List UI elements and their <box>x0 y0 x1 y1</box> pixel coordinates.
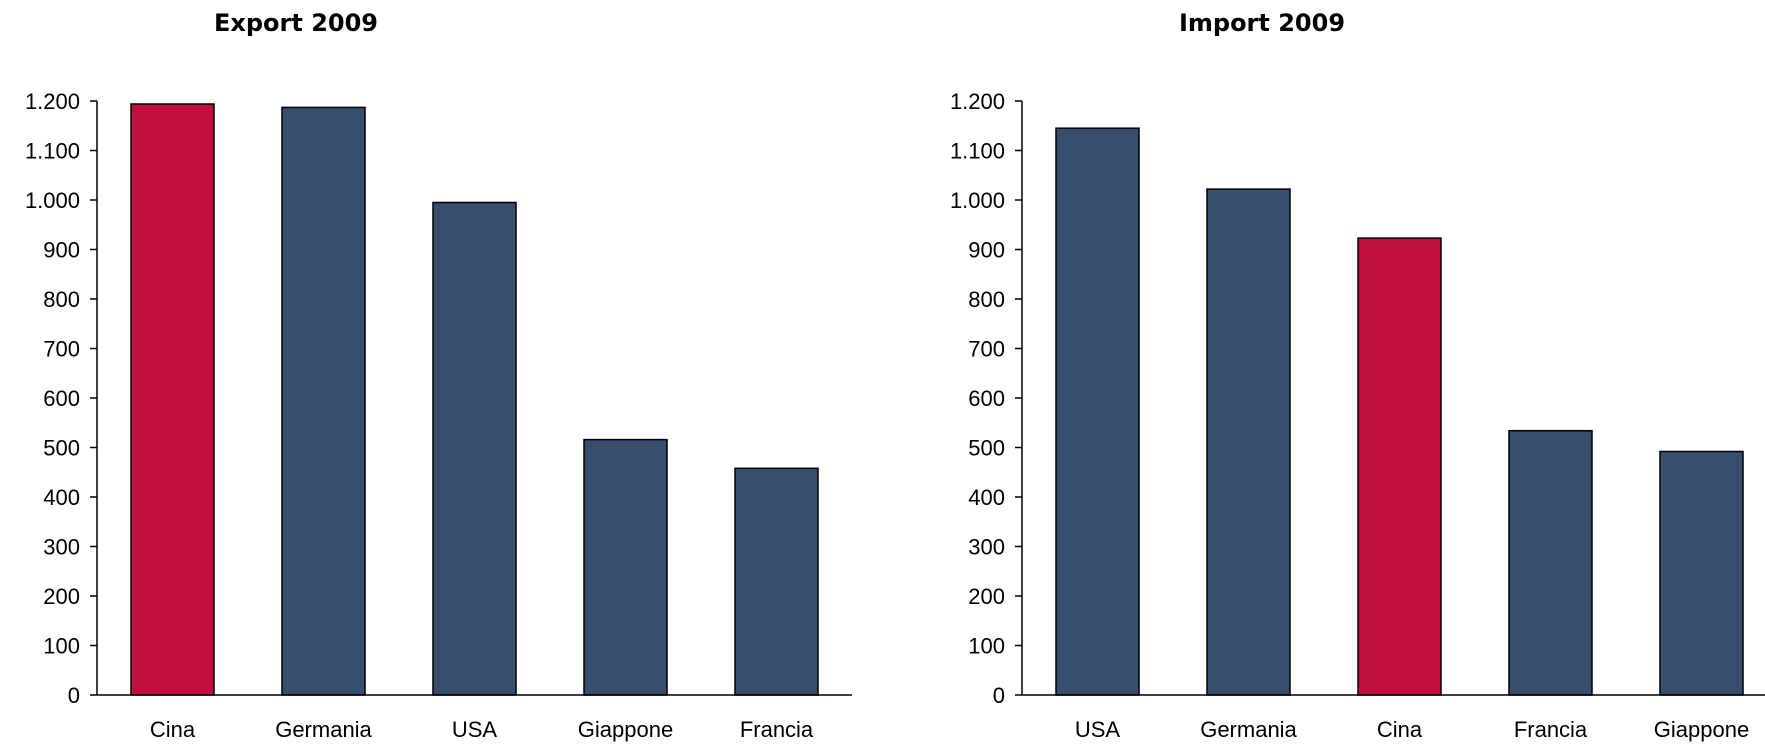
import-category-label: Giappone <box>1654 717 1749 742</box>
import-chart-title: Import 2009 <box>1179 9 1345 37</box>
export-y-tick-label: 100 <box>43 634 80 659</box>
export-category-label: USA <box>452 717 498 742</box>
import-bar-germania <box>1206 188 1291 696</box>
export-category-label: Cina <box>150 717 196 742</box>
import-y-tick-label: 1.000 <box>950 188 1005 213</box>
import-category-label: Germania <box>1200 717 1297 742</box>
export-y-tick-label: 900 <box>43 238 80 263</box>
export-y-tick-label: 700 <box>43 337 80 362</box>
import-y-tick-label: 800 <box>968 287 1005 312</box>
import-y-tick-label: 600 <box>968 386 1005 411</box>
import-y-tick-label: 1.200 <box>950 89 1005 114</box>
export-chart: Export 2009 Cina Germania USA Giappone Franc… <box>25 9 852 742</box>
import-category-label: Francia <box>1514 717 1588 742</box>
export-y-tick-label: 600 <box>43 386 80 411</box>
import-axes: USA Germania Cina Francia Giappone 0 100 200 300… <box>950 89 1765 742</box>
import-y-tick-label: 400 <box>968 485 1005 510</box>
import-y-tick-label: 300 <box>968 535 1005 560</box>
export-bars <box>130 103 819 696</box>
export-category-label: Francia <box>740 717 814 742</box>
export-y-tick-label: 1.100 <box>25 139 80 164</box>
export-category-label: Giappone <box>578 717 673 742</box>
import-category-label: Cina <box>1377 717 1423 742</box>
import-bar-giappone <box>1659 450 1744 696</box>
export-y-tick-label: 0 <box>68 683 80 708</box>
import-bar-francia <box>1508 429 1593 696</box>
export-bar-germania <box>281 106 366 696</box>
import-y-tick-label: 100 <box>968 634 1005 659</box>
import-bars <box>1055 127 1744 696</box>
export-y-tick-label: 500 <box>43 436 80 461</box>
export-y-tick-label: 800 <box>43 287 80 312</box>
import-y-tick-label: 1.100 <box>950 139 1005 164</box>
import-y-tick-label: 200 <box>968 584 1005 609</box>
export-y-tick-label: 200 <box>43 584 80 609</box>
import-y-tick-label: 500 <box>968 436 1005 461</box>
import-chart: Import 2009 USA Germania Cina Francia Giappo… <box>950 9 1765 742</box>
import-bar-cina <box>1357 237 1442 696</box>
export-category-label: Germania <box>275 717 372 742</box>
export-bar-francia <box>734 467 819 696</box>
import-y-tick-label: 0 <box>993 683 1005 708</box>
export-axes: Cina Germania USA Giappone Francia 0 100 200 300… <box>25 89 852 742</box>
import-y-tick-label: 900 <box>968 238 1005 263</box>
export-bar-giappone <box>583 438 668 696</box>
export-y-tick-label: 300 <box>43 535 80 560</box>
import-category-label: USA <box>1075 717 1121 742</box>
export-y-tick-label: 400 <box>43 485 80 510</box>
export-bar-usa <box>432 201 517 696</box>
export-y-tick-label: 1.000 <box>25 188 80 213</box>
import-bar-usa <box>1055 127 1140 696</box>
import-y-tick-label: 700 <box>968 337 1005 362</box>
export-chart-title: Export 2009 <box>214 9 378 37</box>
export-y-tick-label: 1.200 <box>25 89 80 114</box>
export-bar-cina <box>130 103 215 696</box>
